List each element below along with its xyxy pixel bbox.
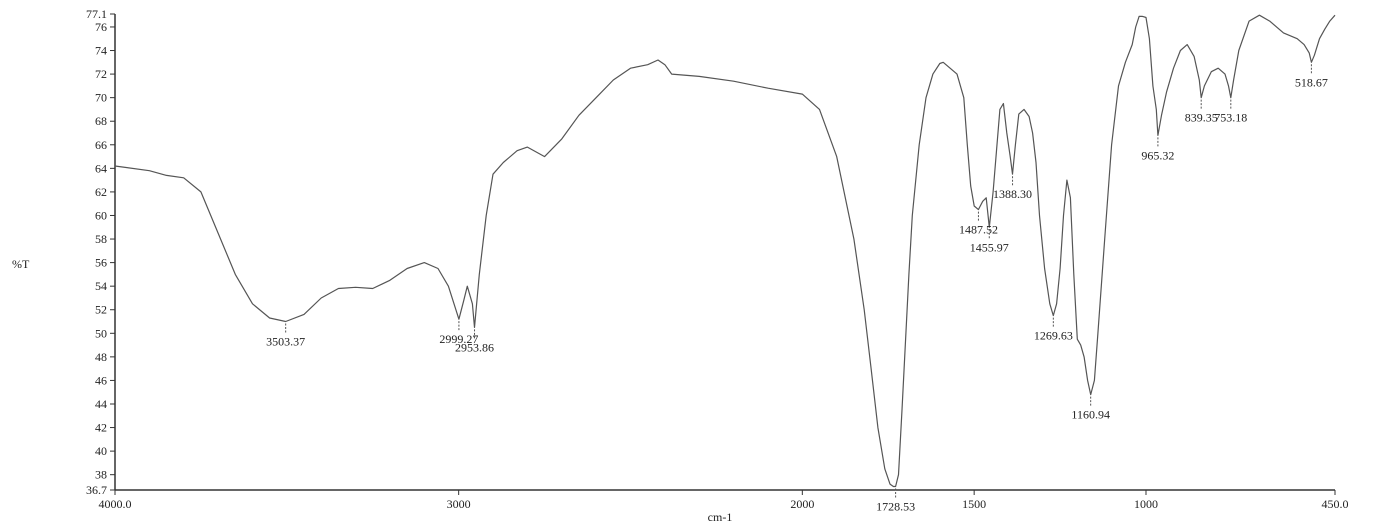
y-tick-label: 68 [95,114,107,128]
peak-label: 1388.30 [993,187,1032,201]
y-tick-label: 70 [95,91,107,105]
y-axis-ticks: 77.176 74 72 70 68 66 64 62 60 58 56 54 52 50 48 46 44 42… [86,7,115,497]
y-tick-label: 52 [95,303,107,317]
x-tick-label: 1500 [962,497,986,511]
y-tick-label: 62 [95,185,107,199]
y-tick-label: 72 [95,67,107,81]
peak-label: 965.32 [1141,148,1174,162]
y-tick-label: 42 [95,421,107,435]
peak-label: 1160.94 [1071,408,1110,422]
x-axis-ticks: 4000.0 3000 2000 1500 1000 450.0 [99,490,1349,511]
x-tick-label: 4000.0 [99,497,132,511]
peak-label: 839.35 [1185,111,1218,125]
y-tick-label: 64 [95,161,107,175]
y-tick-label: 44 [95,397,107,411]
x-tick-label: 450.0 [1322,497,1349,511]
y-tick-label: 38 [95,468,107,482]
y-tick-label: 76 [95,20,107,34]
peak-label: 1487.52 [959,223,998,237]
y-tick-label: 46 [95,373,107,387]
y-tick-label: 40 [95,444,107,458]
y-tick-label: 50 [95,326,107,340]
y-tick-label: 58 [95,232,107,246]
peak-label: 3503.37 [266,335,305,349]
x-axis-title: cm-1 [708,510,733,524]
peak-label: 753.18 [1214,111,1247,125]
series-layer [114,14,1336,488]
peak-label: 1455.97 [970,240,1009,254]
x-tick-label: 2000 [790,497,814,511]
y-axis-title: %T [12,257,30,271]
spectrum-line [114,14,1336,488]
peak-label: 2953.86 [455,340,494,354]
peak-label: 1728.53 [876,499,915,513]
peak-label: 1269.63 [1034,329,1073,343]
y-tick-label: 66 [95,138,107,152]
peak-label: 2999.27 [439,332,478,346]
y-tick-label: 48 [95,350,107,364]
peak-label: 518.67 [1295,75,1328,89]
y-tick-label: 54 [95,279,107,293]
y-tick-label: 60 [95,208,107,222]
y-tick-label: 74 [95,44,107,58]
axes [114,14,1335,491]
y-tick-label: 77.1 [86,7,107,21]
x-tick-label: 3000 [447,497,471,511]
y-tick-label: 56 [95,256,107,270]
x-tick-label: 1000 [1134,497,1158,511]
y-tick-label: 36.7 [86,483,107,497]
